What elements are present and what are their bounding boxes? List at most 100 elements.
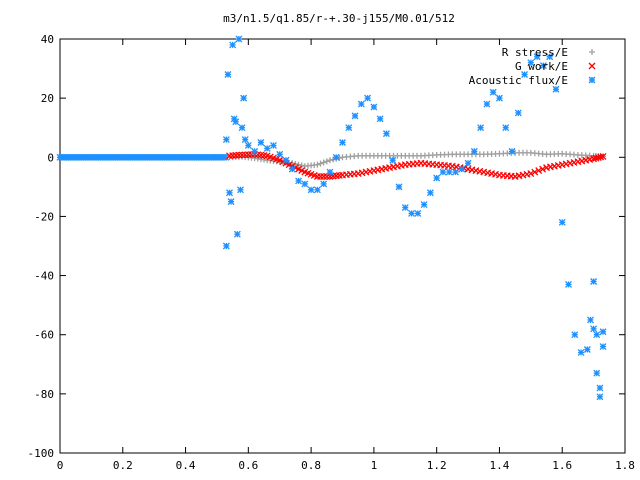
g-work-point <box>320 173 328 180</box>
acoustic-flux-point <box>587 316 594 324</box>
acoustic-flux-point <box>593 369 601 377</box>
acoustic-flux-point <box>276 150 284 158</box>
acoustic-flux-point <box>558 218 566 226</box>
g-work-point <box>527 170 535 178</box>
acoustic-flux-point <box>282 156 290 164</box>
g-work-point <box>597 153 605 161</box>
r-stress-point <box>330 156 337 163</box>
acoustic-flux-point <box>508 147 516 155</box>
acoustic-flux-point <box>389 156 397 164</box>
acoustic-flux-point <box>593 331 601 339</box>
g-work-point <box>317 173 324 180</box>
acoustic-flux-point <box>238 124 246 132</box>
acoustic-flux-point <box>401 204 409 212</box>
acoustic-flux-point <box>313 186 321 194</box>
x-tick-label: 1.8 <box>615 459 635 472</box>
acoustic-flux-point <box>420 201 428 209</box>
acoustic-flux-point <box>521 71 529 78</box>
x-tick-label: 1.4 <box>490 459 510 472</box>
r-stress-point <box>314 161 321 168</box>
acoustic-flux-point <box>320 180 328 188</box>
acoustic-flux-point <box>458 165 466 173</box>
g-work-point <box>535 167 543 175</box>
y-tick-label: -100 <box>28 447 55 460</box>
acoustic-flux-point <box>301 180 309 188</box>
x-tick-label: 0.8 <box>301 459 321 472</box>
acoustic-flux-point <box>590 278 598 285</box>
legend-acoustic-flux-label: Acoustic flux/E <box>469 74 568 87</box>
g-work-point <box>531 168 539 176</box>
acoustic-flux-point <box>251 147 259 155</box>
acoustic-flux-point <box>345 124 353 132</box>
acoustic-flux-point <box>414 210 422 217</box>
legend-g-work-label: G work/E <box>515 60 568 73</box>
acoustic-flux-point <box>288 165 296 173</box>
r-stress-point <box>298 162 305 169</box>
plot-frame <box>59 38 626 454</box>
legend-r-stress-label: R stress/E <box>502 46 568 59</box>
acoustic-flux-point <box>426 189 434 197</box>
acoustic-flux-point <box>244 141 252 149</box>
x-tick-label: 0.2 <box>113 459 133 472</box>
y-tick-label: -60 <box>34 329 54 342</box>
x-tick-label: 0 <box>57 459 64 472</box>
y-tick-label: 20 <box>41 92 54 105</box>
acoustic-flux-point <box>599 328 607 336</box>
r-stress-point <box>326 157 333 164</box>
acoustic-flux-point <box>590 325 598 333</box>
acoustic-flux-point <box>599 343 607 351</box>
acoustic-flux-point <box>364 94 372 102</box>
acoustic-flux-point <box>565 280 572 288</box>
acoustic-flux-point <box>226 189 233 197</box>
x-tick-label: 1 <box>371 459 378 472</box>
acoustic-flux-point <box>433 174 441 182</box>
acoustic-flux-point <box>376 115 384 123</box>
acoustic-flux-point <box>452 168 459 176</box>
acoustic-flux-point <box>332 153 340 161</box>
chart-title: m3/n1.5/q1.85/r-+.30-j155/M0.01/512 <box>223 12 455 25</box>
acoustic-flux-point <box>229 41 237 49</box>
acoustic-flux-point <box>357 100 365 108</box>
r-stress-point <box>295 161 302 168</box>
r-stress-point <box>292 160 299 167</box>
acoustic-flux-point <box>552 85 560 93</box>
acoustic-flux-point <box>307 186 315 194</box>
g-work-point <box>539 165 547 173</box>
r-stress-point <box>317 160 324 167</box>
legend-acoustic-flux-marker <box>588 76 596 84</box>
acoustic-flux-point <box>577 348 585 356</box>
legend-r-stress-marker <box>589 49 595 55</box>
y-tick-label: -80 <box>34 388 54 401</box>
acoustic-flux-point <box>483 100 491 108</box>
acoustic-flux-point <box>445 168 453 176</box>
x-tick-label: 0.4 <box>176 459 196 472</box>
r-stress-point <box>323 158 330 165</box>
acoustic-flux-point <box>351 112 359 120</box>
acoustic-flux-point <box>235 35 243 43</box>
acoustic-flux-point <box>237 186 244 194</box>
acoustic-flux-point <box>533 53 541 61</box>
acoustic-flux-point <box>233 230 241 238</box>
y-tick-label: -40 <box>34 270 54 283</box>
acoustic-flux-point <box>224 71 232 78</box>
axes: 0 0.2 0.4 0.6 0.8 1 1.2 1.4 1.6 1.8 40 20 0 -20 -40 -60… <box>28 33 635 472</box>
acoustic-flux-point <box>240 94 248 102</box>
acoustic-flux-point <box>408 210 416 217</box>
acoustic-flux-point <box>395 183 403 191</box>
y-tick-label: 0 <box>47 151 54 164</box>
acoustic-flux-point <box>583 346 591 353</box>
acoustic-flux-point <box>596 393 604 401</box>
acoustic-flux-point <box>596 384 604 392</box>
acoustic-flux-point <box>502 124 510 132</box>
acoustic-flux-point <box>232 118 240 126</box>
acoustic-flux-point <box>227 198 235 206</box>
acoustic-flux-point <box>514 109 522 117</box>
acoustic-flux-point <box>263 144 271 152</box>
acoustic-flux-point <box>269 141 277 149</box>
acoustic-flux-point <box>489 88 497 96</box>
acoustic-flux-point <box>527 59 535 67</box>
acoustic-flux-point <box>470 147 478 155</box>
acoustic-flux-point <box>539 62 547 70</box>
y-tick-label: -20 <box>34 210 54 223</box>
